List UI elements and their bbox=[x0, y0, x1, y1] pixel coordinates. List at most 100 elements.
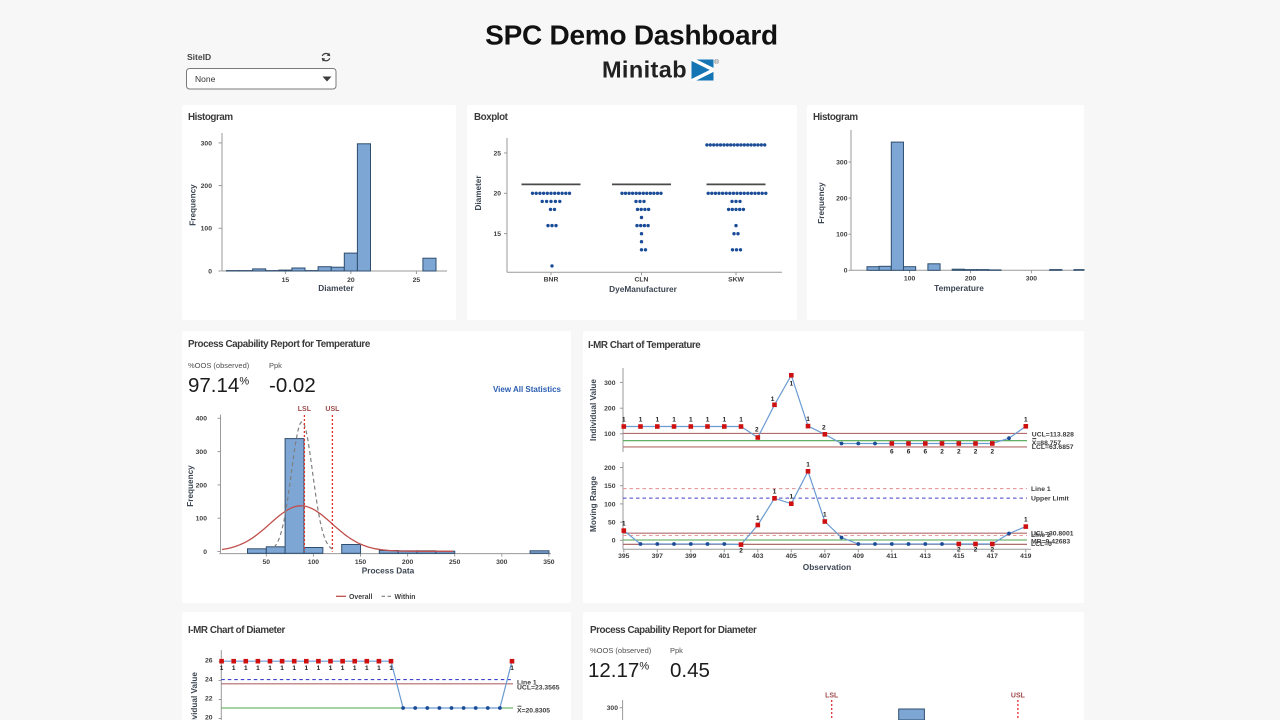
svg-text:Line 1: Line 1 bbox=[1031, 486, 1051, 493]
svg-text:1: 1 bbox=[377, 665, 381, 672]
svg-text:397: 397 bbox=[652, 553, 664, 560]
svg-text:401: 401 bbox=[719, 553, 731, 560]
svg-text:1: 1 bbox=[823, 512, 827, 519]
svg-text:1: 1 bbox=[365, 665, 369, 672]
svg-text:25: 25 bbox=[493, 150, 501, 157]
svg-text:Process Capability Report for: Process Capability Report for Diameter bbox=[590, 625, 757, 636]
svg-text:1: 1 bbox=[292, 665, 296, 672]
svg-text:6: 6 bbox=[890, 449, 894, 456]
svg-text:2: 2 bbox=[974, 449, 978, 456]
svg-text:1: 1 bbox=[220, 665, 224, 672]
svg-text:200: 200 bbox=[604, 465, 616, 472]
svg-text:24: 24 bbox=[205, 677, 213, 684]
svg-text:Histogram: Histogram bbox=[813, 112, 858, 123]
svg-text:399: 399 bbox=[685, 553, 697, 560]
svg-text:USL: USL bbox=[325, 406, 340, 413]
svg-text:I-MR Chart of Temperature: I-MR Chart of Temperature bbox=[588, 340, 701, 351]
svg-text:1: 1 bbox=[317, 665, 321, 672]
svg-text:Observation: Observation bbox=[803, 562, 851, 572]
svg-text:1: 1 bbox=[1024, 517, 1028, 524]
svg-text:22: 22 bbox=[205, 696, 213, 703]
svg-text:50: 50 bbox=[608, 520, 616, 527]
svg-text:BNR: BNR bbox=[544, 277, 559, 284]
svg-text:1: 1 bbox=[353, 665, 357, 672]
svg-text:100: 100 bbox=[604, 501, 616, 508]
svg-text:Diameter: Diameter bbox=[318, 283, 354, 293]
svg-text:Line 1: Line 1 bbox=[517, 679, 537, 686]
svg-text:DyeManufacturer: DyeManufacturer bbox=[609, 284, 678, 294]
svg-text:1: 1 bbox=[268, 665, 272, 672]
svg-text:415: 415 bbox=[953, 553, 965, 560]
svg-text:1: 1 bbox=[341, 665, 345, 672]
svg-text:UCL=30.8001: UCL=30.8001 bbox=[1031, 531, 1074, 538]
svg-text:200: 200 bbox=[196, 482, 208, 489]
svg-text:100: 100 bbox=[201, 226, 213, 233]
svg-text:1: 1 bbox=[689, 417, 693, 424]
svg-text:0: 0 bbox=[208, 268, 212, 275]
svg-text:%OOS (observed): %OOS (observed) bbox=[590, 646, 652, 655]
svg-text:300: 300 bbox=[496, 559, 508, 566]
svg-text:300: 300 bbox=[196, 449, 208, 456]
svg-text:LSL: LSL bbox=[825, 693, 839, 700]
svg-text:1: 1 bbox=[244, 665, 248, 672]
svg-text:Moving Range: Moving Range bbox=[589, 476, 598, 532]
svg-text:1: 1 bbox=[256, 665, 260, 672]
svg-text:200: 200 bbox=[836, 196, 848, 203]
svg-text:413: 413 bbox=[920, 553, 932, 560]
svg-text:Frequency: Frequency bbox=[189, 184, 198, 226]
svg-text:25: 25 bbox=[413, 277, 421, 284]
svg-text:UCL=23.3565: UCL=23.3565 bbox=[517, 684, 560, 691]
svg-text:Individual Value: Individual Value bbox=[190, 672, 199, 720]
svg-text:1: 1 bbox=[706, 417, 710, 424]
svg-text:1: 1 bbox=[789, 381, 793, 388]
svg-text:2: 2 bbox=[822, 425, 826, 432]
svg-text:150: 150 bbox=[355, 559, 367, 566]
svg-text:0.45: 0.45 bbox=[670, 659, 710, 682]
svg-text:2: 2 bbox=[940, 449, 944, 456]
svg-text:20: 20 bbox=[205, 715, 213, 720]
svg-text:15: 15 bbox=[282, 277, 290, 284]
svg-text:1: 1 bbox=[639, 417, 643, 424]
svg-text:CLN: CLN bbox=[635, 277, 649, 284]
svg-text:407: 407 bbox=[819, 553, 831, 560]
svg-text:1: 1 bbox=[304, 665, 308, 672]
svg-text:UCL=113.828: UCL=113.828 bbox=[1032, 431, 1074, 438]
svg-text:300: 300 bbox=[836, 159, 848, 166]
svg-text:Frequency: Frequency bbox=[817, 182, 826, 224]
svg-text:2: 2 bbox=[755, 427, 759, 434]
svg-text:411: 411 bbox=[886, 553, 897, 560]
svg-text:1: 1 bbox=[789, 494, 793, 501]
svg-text:®: ® bbox=[714, 58, 719, 66]
svg-text:Upper Limit: Upper Limit bbox=[1031, 496, 1069, 503]
svg-text:200: 200 bbox=[402, 559, 414, 566]
svg-text:2: 2 bbox=[957, 449, 961, 456]
svg-text:1: 1 bbox=[806, 461, 810, 468]
svg-text:300: 300 bbox=[1026, 276, 1038, 283]
svg-text:1: 1 bbox=[771, 396, 775, 403]
svg-text:409: 409 bbox=[853, 553, 865, 560]
svg-text:View All Statistics: View All Statistics bbox=[493, 385, 562, 394]
svg-text:Histogram: Histogram bbox=[188, 112, 233, 123]
svg-text:None: None bbox=[195, 74, 216, 84]
svg-text:MR=9.42683: MR=9.42683 bbox=[1031, 539, 1070, 546]
svg-text:1: 1 bbox=[655, 417, 659, 424]
svg-text:Ppk: Ppk bbox=[670, 646, 683, 655]
svg-text:1: 1 bbox=[806, 416, 810, 423]
svg-text:Line 2: Line 2 bbox=[1031, 532, 1051, 539]
svg-text:LCL=0: LCL=0 bbox=[1031, 541, 1052, 548]
svg-text:0: 0 bbox=[612, 538, 616, 545]
svg-text:USL: USL bbox=[1011, 693, 1026, 700]
svg-text:350: 350 bbox=[543, 559, 555, 566]
svg-text:97.14%: 97.14% bbox=[188, 374, 249, 397]
svg-text:20: 20 bbox=[347, 277, 355, 284]
svg-text:LCL=63.6857: LCL=63.6857 bbox=[1032, 444, 1074, 451]
svg-text:2: 2 bbox=[739, 548, 743, 555]
svg-text:SiteID: SiteID bbox=[187, 52, 211, 62]
svg-text:X=88.757: X=88.757 bbox=[1032, 440, 1062, 447]
svg-text:200: 200 bbox=[201, 183, 213, 190]
svg-text:Boxplot: Boxplot bbox=[474, 112, 509, 123]
svg-text:150: 150 bbox=[604, 483, 616, 490]
svg-text:200: 200 bbox=[965, 276, 977, 283]
svg-text:1: 1 bbox=[232, 665, 236, 672]
svg-text:1: 1 bbox=[389, 665, 393, 672]
